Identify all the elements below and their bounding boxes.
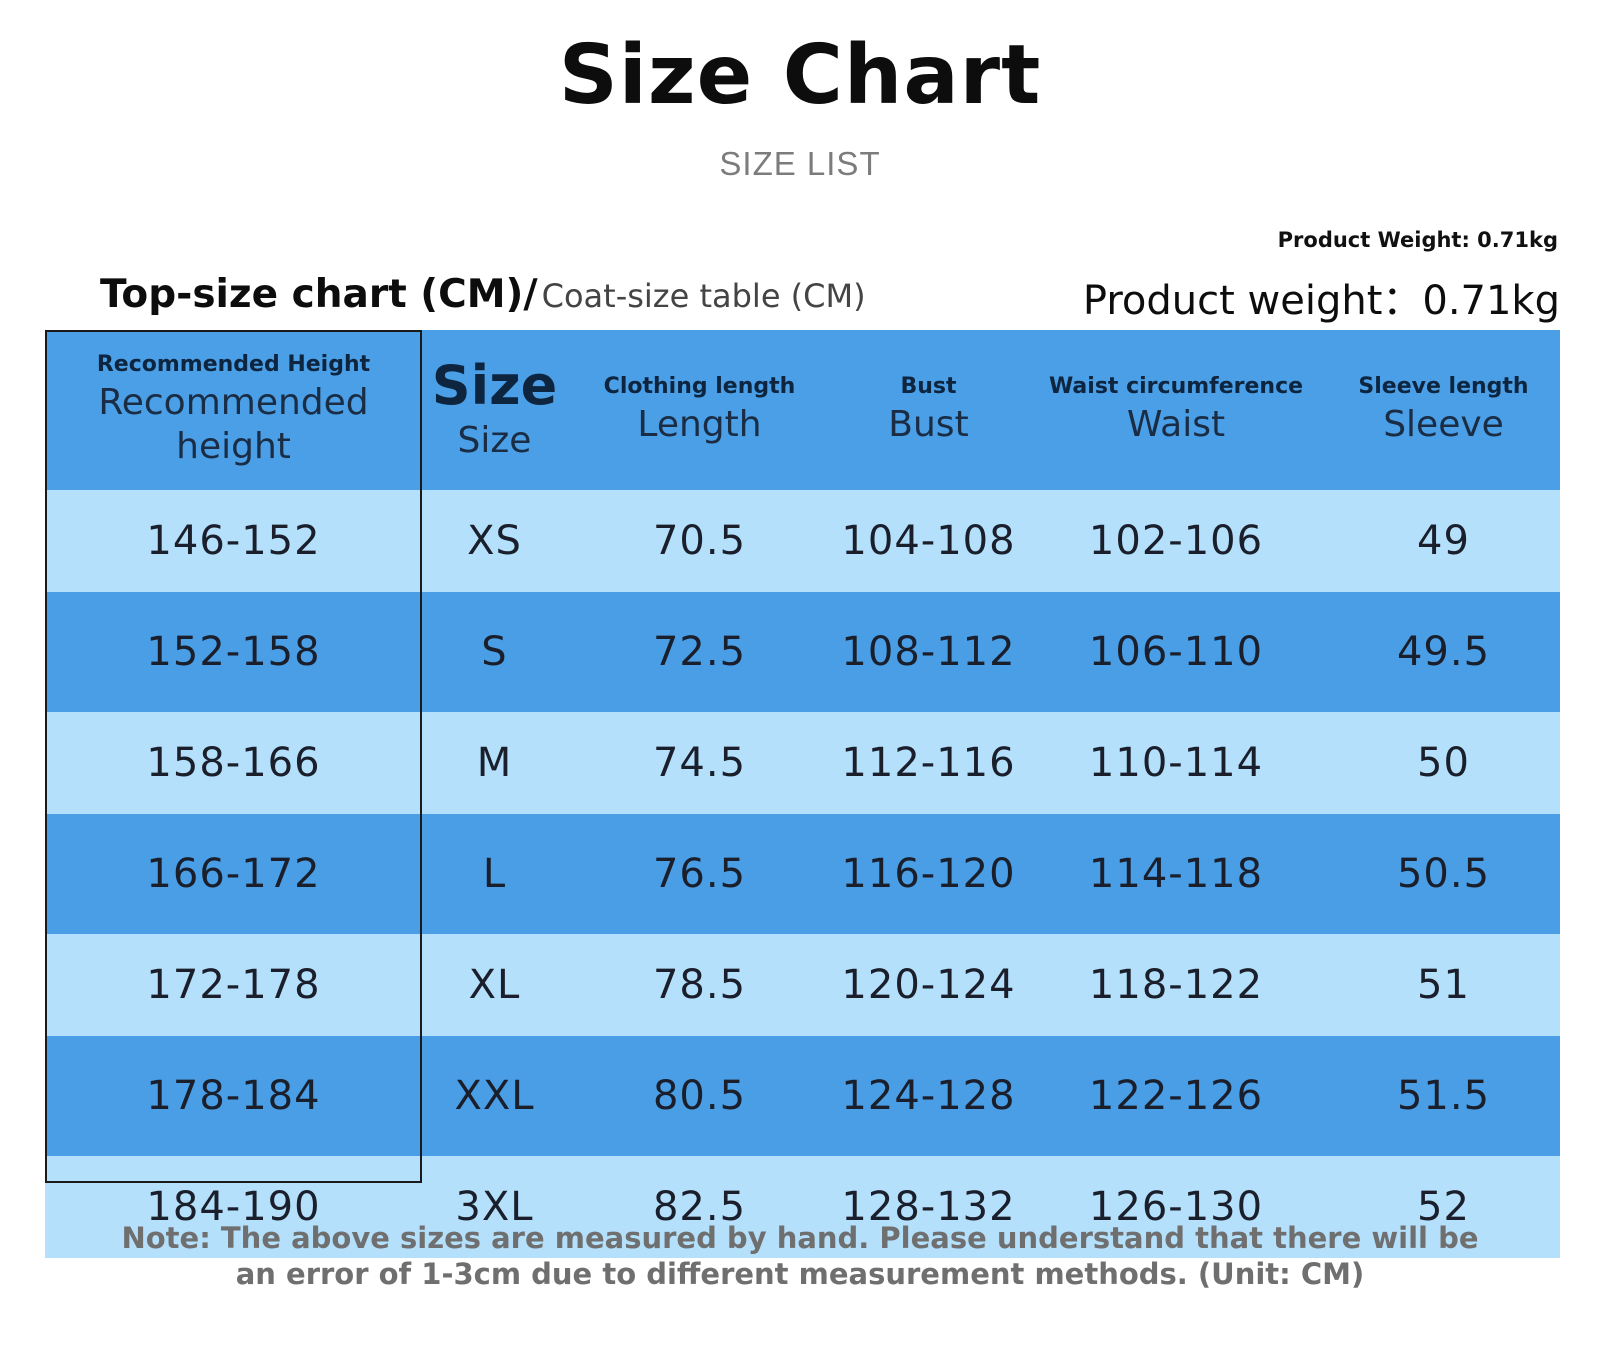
cell-length: 80.5 [652, 1073, 747, 1119]
cell-height: 152-158 [146, 629, 321, 675]
cell-waist: 102-106 [1088, 518, 1264, 564]
table-row: 152-158 S 72.5 108-112 106-110 49.5 [45, 592, 1560, 712]
cell-waist: 118-122 [1088, 962, 1264, 1008]
cell-bust: 104-108 [841, 518, 1016, 564]
cell-length: 78.5 [652, 962, 747, 1008]
cell-waist: 114-118 [1088, 851, 1264, 897]
cell-sleeve: 49.5 [1396, 629, 1491, 675]
cell-bust: 116-120 [841, 851, 1016, 897]
header-length-label: Clothing length [603, 373, 796, 399]
cell-bust: 124-128 [841, 1073, 1016, 1119]
header-cell-length: Clothing length Length [567, 330, 832, 490]
cell-size: XL [468, 962, 521, 1008]
cell-bust: 112-116 [841, 740, 1016, 786]
cell-height: 146-152 [146, 518, 321, 564]
cell-length: 82.5 [652, 1184, 747, 1230]
table-row: 184-190 3XL 82.5 128-132 126-130 52 [45, 1156, 1560, 1258]
measurement-note: Note: The above sizes are measured by ha… [121, 1221, 1479, 1292]
cell-bust: 128-132 [841, 1184, 1016, 1230]
header-cell-bust: Bust Bust [832, 330, 1025, 490]
table-row: 178-184 XXL 80.5 124-128 122-126 51.5 [45, 1036, 1560, 1156]
header-length-sublabel: Length [637, 404, 762, 446]
cell-bust: 120-124 [841, 962, 1016, 1008]
cell-length: 70.5 [652, 518, 747, 564]
header-waist-label: Waist circumference [1048, 373, 1304, 399]
page-title: Size Chart [558, 28, 1042, 123]
size-table: Recommended Height Recommended height Si… [45, 330, 1560, 1258]
header-cell-waist: Waist circumference Waist [1025, 330, 1327, 490]
cell-sleeve: 51.5 [1396, 1073, 1491, 1119]
table-row: 166-172 L 76.5 116-120 114-118 50.5 [45, 814, 1560, 934]
table-caption-main: Top-size chart (CM)/ [100, 272, 538, 317]
cell-height: 178-184 [146, 1073, 321, 1119]
cell-height: 158-166 [146, 740, 321, 786]
cell-bust: 108-112 [841, 629, 1016, 675]
cell-waist: 110-114 [1088, 740, 1264, 786]
cell-waist: 126-130 [1088, 1184, 1264, 1230]
cell-size: XXL [454, 1073, 535, 1119]
header-size-sublabel: Size [457, 419, 532, 461]
cell-size: 3XL [455, 1184, 534, 1230]
table-caption-alt: Coat-size table (CM) [541, 277, 866, 315]
cell-size: M [476, 740, 513, 786]
cell-height: 172-178 [146, 962, 321, 1008]
header-sleeve-label: Sleeve length [1358, 373, 1529, 399]
cell-length: 76.5 [652, 851, 747, 897]
header-bust-sublabel: Bust [888, 404, 969, 446]
header-bust-label: Bust [900, 373, 957, 399]
page-subtitle: SIZE LIST [719, 145, 881, 182]
header-waist-sublabel: Waist [1126, 404, 1226, 446]
cell-waist: 122-126 [1088, 1073, 1264, 1119]
cell-waist: 106-110 [1088, 629, 1264, 675]
cell-size: L [482, 851, 507, 897]
cell-length: 74.5 [652, 740, 747, 786]
header-sleeve-sublabel: Sleeve [1383, 404, 1504, 446]
cell-sleeve: 50.5 [1396, 851, 1491, 897]
table-caption: Top-size chart (CM)/Coat-size table (CM) [100, 272, 866, 317]
cell-sleeve: 51 [1417, 962, 1470, 1008]
header-height-sublabel: Recommended height [98, 382, 369, 467]
product-weight-small: Product Weight: 0.71kg [1277, 228, 1558, 252]
header-cell-sleeve: Sleeve length Sleeve [1327, 330, 1560, 490]
product-weight-large: Product weight：0.71kg [1082, 278, 1560, 324]
cell-height: 166-172 [146, 851, 321, 897]
cell-size: XS [467, 518, 522, 564]
cell-sleeve: 52 [1417, 1184, 1470, 1230]
header-size-label: Size [431, 354, 558, 418]
cell-sleeve: 50 [1417, 740, 1470, 786]
header-height-label: Recommended Height [96, 352, 371, 378]
cell-length: 72.5 [652, 629, 747, 675]
cell-size: S [481, 629, 508, 675]
header-cell-size: Size Size [422, 330, 567, 490]
cell-height: 184-190 [146, 1184, 321, 1230]
table-row: 172-178 XL 78.5 120-124 118-122 51 [45, 934, 1560, 1036]
cell-sleeve: 49 [1417, 518, 1470, 564]
table-row: 158-166 M 74.5 112-116 110-114 50 [45, 712, 1560, 814]
table-header-row: Recommended Height Recommended height Si… [45, 330, 1560, 490]
table-row: 146-152 XS 70.5 104-108 102-106 49 [45, 490, 1560, 592]
header-cell-height: Recommended Height Recommended height [45, 330, 422, 490]
